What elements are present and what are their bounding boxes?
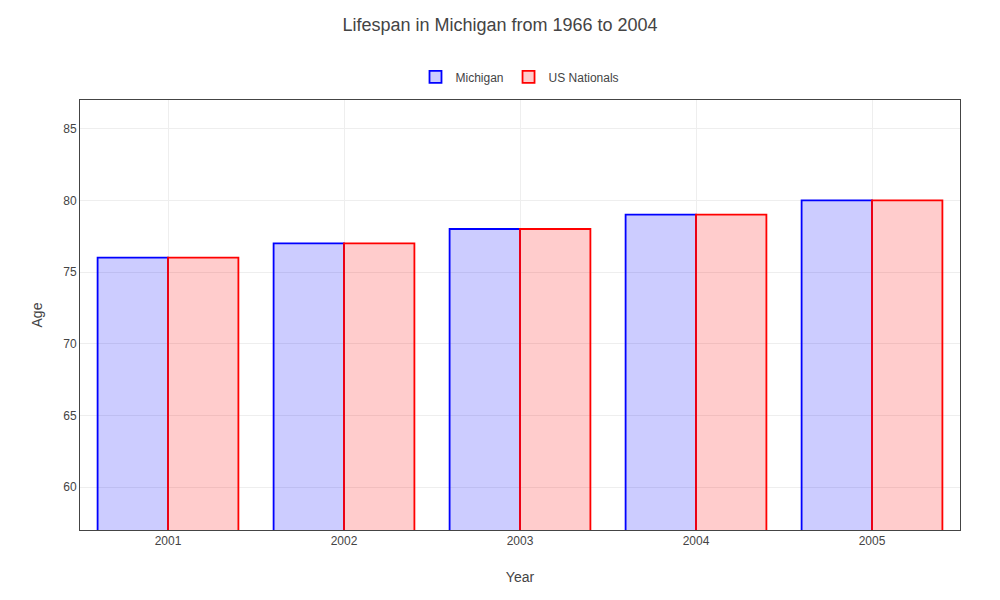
svg-text:75: 75 — [63, 265, 77, 279]
svg-text:2002: 2002 — [331, 534, 358, 548]
svg-text:Lifespan in Michigan from 1966: Lifespan in Michigan from 1966 to 2004 — [342, 15, 657, 35]
svg-text:Michigan: Michigan — [456, 71, 504, 85]
svg-text:US Nationals: US Nationals — [549, 71, 619, 85]
svg-text:2003: 2003 — [507, 534, 534, 548]
svg-text:65: 65 — [63, 409, 77, 423]
svg-text:2005: 2005 — [859, 534, 886, 548]
svg-text:Age: Age — [29, 302, 45, 327]
svg-text:Year: Year — [506, 569, 535, 585]
svg-text:80: 80 — [63, 194, 77, 208]
svg-text:2004: 2004 — [683, 534, 710, 548]
svg-text:85: 85 — [63, 122, 77, 136]
svg-text:2001: 2001 — [155, 534, 182, 548]
svg-text:60: 60 — [63, 480, 77, 494]
svg-text:70: 70 — [63, 337, 77, 351]
